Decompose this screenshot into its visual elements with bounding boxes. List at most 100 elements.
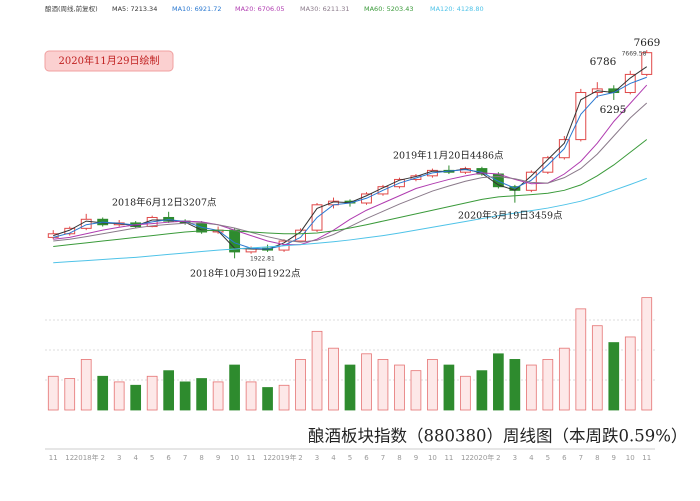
volume-bar (179, 381, 191, 411)
volume-bar (295, 359, 306, 411)
x-tick-label: 2018年 (74, 453, 99, 462)
x-tick-label: 12 (263, 454, 272, 462)
volume-bar (130, 384, 142, 411)
volume-bar (229, 364, 240, 411)
volume-bar (526, 364, 537, 411)
x-tick-label: 10 (230, 454, 239, 462)
stamp-box (44, 50, 174, 72)
x-tick-label: 9 (612, 454, 616, 462)
volume-bar (262, 387, 273, 411)
x-tick-label: 3 (117, 454, 121, 462)
x-tick-label: 6 (364, 454, 369, 462)
candle-body (575, 92, 587, 141)
volume-bar (509, 359, 521, 411)
x-tick-label: 11 (444, 454, 453, 462)
volume-bar (394, 364, 405, 411)
legend-entry: MA60: 5203.43 (364, 5, 413, 13)
volume-bar (47, 375, 59, 411)
chart-header: 酿酒(周线,前复权) (45, 4, 98, 13)
x-tick-label: 9 (216, 454, 220, 462)
ma-line (53, 139, 648, 247)
x-tick-label: 2019年 (272, 453, 297, 462)
x-tick-label: 6 (562, 454, 567, 462)
x-tick-label: 4 (331, 454, 336, 462)
annotation: 6295 (600, 104, 627, 116)
annotation: 2019年11月20日4486点 (393, 150, 504, 162)
annotation: 2020年3月19日3459点 (458, 210, 563, 222)
candle-body (641, 52, 653, 75)
volume-bar (146, 375, 158, 411)
x-tick-label: 4 (133, 454, 138, 462)
annotation: 7669.58 (622, 51, 647, 58)
x-tick-label: 8 (595, 454, 599, 462)
volume-bar (608, 342, 620, 411)
volume-bar (641, 297, 653, 411)
volume-bar (196, 378, 207, 411)
x-tick-label: 7 (381, 454, 385, 462)
volume-bar (361, 353, 372, 411)
x-tick-label: 5 (150, 454, 154, 462)
annotation: 2018年10月30日1922点 (190, 268, 301, 280)
volume-bar (163, 370, 174, 411)
x-tick-label: 7 (183, 454, 187, 462)
x-tick-label: 2 (298, 454, 302, 462)
volume-bar (460, 375, 471, 411)
x-tick-label: 2 (100, 454, 104, 462)
volume-bar (427, 359, 438, 411)
legend-entry: MA30: 6211.31 (300, 5, 349, 13)
volume-bar (245, 381, 257, 411)
ma-line (53, 177, 647, 264)
volume-bar (311, 330, 323, 411)
x-tick-label: 3 (315, 454, 319, 462)
annotation: 1922.81 (250, 256, 275, 263)
volume-bar (410, 370, 422, 411)
x-tick-label: 6 (166, 454, 171, 462)
volume-bar (212, 381, 224, 411)
volume-bar (542, 359, 554, 411)
stamp: 2020年11月29日绘制 (59, 54, 160, 67)
volume-bar (443, 364, 455, 411)
legend-entry: MA20: 6706.05 (235, 5, 284, 13)
legend-entry: MA5: 7213.34 (112, 5, 157, 13)
volume-bar (113, 381, 125, 411)
volume-bar (97, 375, 109, 411)
legend-entry: MA10: 6921.72 (172, 5, 221, 13)
volume-bar (493, 353, 504, 411)
volume-bar (344, 364, 356, 411)
x-tick-label: 12 (65, 454, 74, 462)
ma-line (53, 102, 648, 243)
volume-bar (591, 325, 603, 411)
x-tick-label: 5 (348, 454, 352, 462)
legend-entry: MA120: 4128.80 (430, 5, 484, 13)
volume-bar (624, 336, 636, 411)
volume-bar (558, 347, 570, 411)
x-tick-label: 7 (579, 454, 583, 462)
x-tick-label: 2 (496, 454, 500, 462)
x-tick-label: 4 (529, 454, 534, 462)
x-tick-label: 10 (428, 454, 437, 462)
x-tick-label: 8 (199, 454, 203, 462)
volume-bar (64, 378, 76, 411)
x-tick-label: 3 (513, 454, 517, 462)
volume-bar (575, 308, 587, 411)
volume-bar (278, 384, 290, 411)
volume-bar (328, 347, 339, 411)
volume-bar (377, 359, 389, 411)
ma-line (53, 76, 647, 250)
annotation: 7669 (634, 37, 661, 49)
annotation: 6786 (590, 56, 617, 68)
x-tick-label: 9 (414, 454, 418, 462)
x-tick-label: 10 (626, 454, 635, 462)
volume-bar (476, 370, 488, 411)
volume-bar (80, 359, 92, 411)
x-tick-label: 2020年 (469, 453, 494, 462)
x-tick-label: 11 (247, 454, 256, 462)
x-tick-label: 8 (397, 454, 401, 462)
annotation: 2018年6月12日3207点 (112, 197, 217, 209)
caption: 酿酒板块指数（880380）周线图（本周跌0.59%） (308, 427, 687, 446)
x-tick-label: 5 (546, 454, 550, 462)
x-tick-label: 12 (461, 454, 470, 462)
x-tick-label: 11 (49, 454, 58, 462)
